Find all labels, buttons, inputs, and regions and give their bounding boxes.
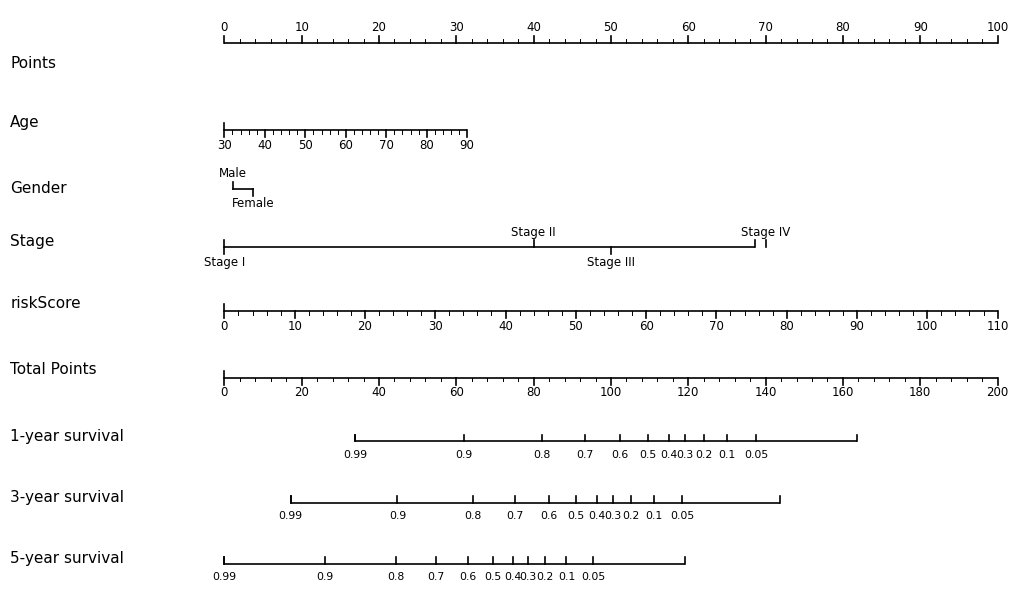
Text: 30: 30	[448, 21, 464, 34]
Text: 120: 120	[677, 386, 699, 399]
Text: 5-year survival: 5-year survival	[10, 551, 124, 566]
Text: 0.5: 0.5	[638, 450, 655, 460]
Text: 0.2: 0.2	[622, 511, 639, 521]
Text: 0.8: 0.8	[387, 572, 405, 582]
Text: 0.8: 0.8	[464, 511, 481, 521]
Text: 10: 10	[287, 320, 302, 332]
Text: 0.1: 0.1	[718, 450, 736, 460]
Text: 0: 0	[220, 386, 228, 399]
Text: 0.1: 0.1	[557, 572, 575, 582]
Text: 3-year survival: 3-year survival	[10, 490, 124, 505]
Text: 0.05: 0.05	[669, 511, 694, 521]
Text: 0.1: 0.1	[645, 511, 662, 521]
Text: 90: 90	[912, 21, 926, 34]
Text: 80: 80	[419, 139, 434, 152]
Text: 0.5: 0.5	[567, 511, 584, 521]
Text: 70: 70	[378, 139, 393, 152]
Text: 110: 110	[985, 320, 1008, 332]
Text: 0.8: 0.8	[533, 450, 549, 460]
Text: 80: 80	[835, 21, 850, 34]
Text: 0.6: 0.6	[610, 450, 628, 460]
Text: 100: 100	[985, 21, 1008, 34]
Text: Male: Male	[218, 167, 247, 180]
Text: 50: 50	[603, 21, 618, 34]
Text: 0.2: 0.2	[536, 572, 553, 582]
Text: 0.4: 0.4	[588, 511, 604, 521]
Text: 40: 40	[526, 21, 540, 34]
Text: 0: 0	[220, 21, 228, 34]
Text: Stage I: Stage I	[204, 256, 245, 269]
Text: 0.9: 0.9	[455, 450, 473, 460]
Text: 0.6: 0.6	[459, 572, 476, 582]
Text: 0.7: 0.7	[505, 511, 523, 521]
Text: 0.6: 0.6	[540, 511, 557, 521]
Text: Stage: Stage	[10, 234, 55, 249]
Text: 140: 140	[754, 386, 776, 399]
Text: 0.5: 0.5	[484, 572, 501, 582]
Text: 80: 80	[779, 320, 794, 332]
Text: Total Points: Total Points	[10, 362, 97, 377]
Text: 90: 90	[849, 320, 863, 332]
Text: 60: 60	[638, 320, 653, 332]
Text: 0.05: 0.05	[581, 572, 604, 582]
Text: 60: 60	[448, 386, 464, 399]
Text: 200: 200	[985, 386, 1008, 399]
Text: Stage II: Stage II	[511, 226, 555, 239]
Text: 1-year survival: 1-year survival	[10, 429, 124, 444]
Text: 0.05: 0.05	[744, 450, 767, 460]
Text: 60: 60	[338, 139, 353, 152]
Text: 0.7: 0.7	[576, 450, 593, 460]
Text: 70: 70	[757, 21, 772, 34]
Text: 40: 40	[371, 386, 386, 399]
Text: 90: 90	[460, 139, 474, 152]
Text: 0.3: 0.3	[603, 511, 621, 521]
Text: 0.9: 0.9	[388, 511, 406, 521]
Text: 0.3: 0.3	[676, 450, 693, 460]
Text: 0.99: 0.99	[212, 572, 236, 582]
Text: Age: Age	[10, 115, 40, 130]
Text: 0.2: 0.2	[694, 450, 711, 460]
Text: riskScore: riskScore	[10, 296, 81, 311]
Text: 0.4: 0.4	[659, 450, 677, 460]
Text: 60: 60	[681, 21, 695, 34]
Text: 100: 100	[599, 386, 622, 399]
Text: 160: 160	[830, 386, 853, 399]
Text: 0.3: 0.3	[519, 572, 536, 582]
Text: 0.9: 0.9	[316, 572, 333, 582]
Text: 0.99: 0.99	[342, 450, 367, 460]
Text: 30: 30	[427, 320, 442, 332]
Text: Stage III: Stage III	[586, 256, 635, 269]
Text: 70: 70	[708, 320, 723, 332]
Text: Stage IV: Stage IV	[740, 226, 790, 239]
Text: 40: 40	[257, 139, 272, 152]
Text: Female: Female	[231, 197, 274, 210]
Text: 100: 100	[915, 320, 937, 332]
Text: 0: 0	[220, 320, 228, 332]
Text: 20: 20	[294, 386, 309, 399]
Text: 80: 80	[526, 386, 540, 399]
Text: 50: 50	[568, 320, 583, 332]
Text: 0.7: 0.7	[427, 572, 443, 582]
Text: 10: 10	[294, 21, 309, 34]
Text: 0.99: 0.99	[278, 511, 303, 521]
Text: 40: 40	[497, 320, 513, 332]
Text: 50: 50	[298, 139, 313, 152]
Text: Gender: Gender	[10, 182, 67, 197]
Text: 0.4: 0.4	[503, 572, 521, 582]
Text: 30: 30	[217, 139, 231, 152]
Text: 180: 180	[908, 386, 930, 399]
Text: 20: 20	[358, 320, 372, 332]
Text: 20: 20	[371, 21, 386, 34]
Text: Points: Points	[10, 56, 56, 72]
